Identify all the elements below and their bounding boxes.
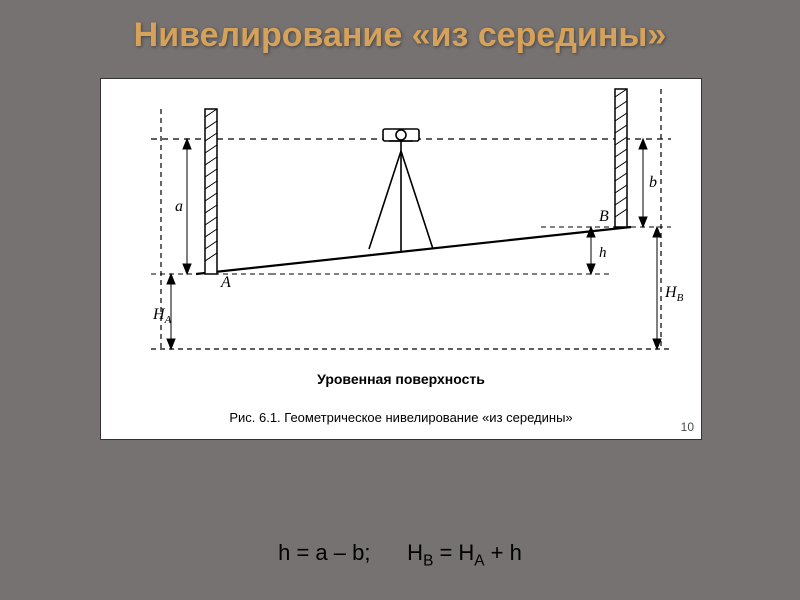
slide-number: 10 <box>681 420 694 434</box>
label-HB: HB <box>664 284 684 304</box>
slide-title: Нивелирование «из середины» <box>0 16 800 55</box>
label-a: a <box>175 198 183 215</box>
label-b: b <box>649 174 657 191</box>
figure-container: a b h HA <box>100 78 702 440</box>
formula-HB: HB = HA + h <box>407 540 522 565</box>
label-h-dim: h <box>599 245 607 261</box>
label-point-B: B <box>599 208 609 225</box>
formula: h = a – b; HB = HA + h <box>0 540 800 570</box>
formula-h: h = a – b; <box>278 540 370 565</box>
label-point-A: A <box>220 274 231 291</box>
label-HA: HA <box>152 306 172 326</box>
leveling-diagram: a b h HA <box>101 79 701 379</box>
figure-inner-label: Уровенная поверхность <box>101 371 701 387</box>
figure-caption: Рис. 6.1. Геометрическое нивелирование «… <box>101 410 701 425</box>
